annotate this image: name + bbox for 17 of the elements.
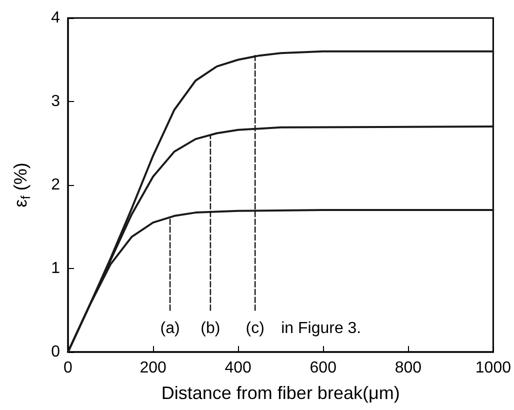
y-tick-label: 0 [51,344,60,360]
x-axis-title: Distance from fiber break(μm) [161,383,400,403]
annotation: (b) [200,320,220,337]
y-tick-label: 2 [51,176,60,194]
x-tick-label: 400 [224,360,252,376]
y-tick-label: 4 [51,10,60,26]
annotation: (a) [160,320,180,337]
y-tick-label: 1 [51,260,60,277]
x-tick-label: 1000 [475,360,512,376]
x-tick-label: 200 [140,360,166,376]
annotation: (c) [246,320,264,337]
y-axis-title: εf (%) [10,162,33,208]
x-tick-label: 0 [64,360,73,376]
y-tick-label: 3 [51,93,60,110]
x-tick-label: 800 [394,360,422,376]
x-tick-label: 600 [310,360,337,376]
annotation: in Figure 3. [281,320,362,337]
